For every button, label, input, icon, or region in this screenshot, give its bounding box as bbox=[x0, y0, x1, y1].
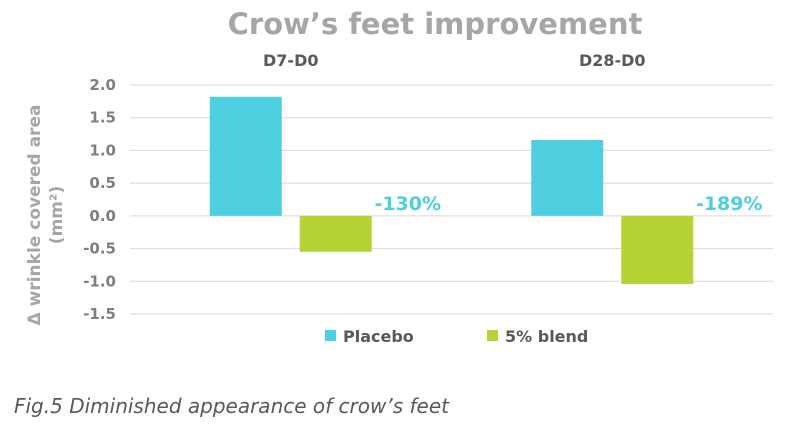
y-axis-label-line2: (mm²) bbox=[47, 186, 67, 244]
category-label: D28-D0 bbox=[579, 51, 646, 70]
bars bbox=[209, 96, 694, 284]
bar bbox=[621, 215, 694, 284]
figure-caption: Fig.5 Diminished appearance of crow’s fe… bbox=[14, 394, 449, 418]
category-label: D7-D0 bbox=[263, 51, 318, 70]
y-axis-label-line1: Δ wrinkle covered area bbox=[25, 105, 45, 326]
bar bbox=[209, 96, 282, 216]
legend-swatch bbox=[487, 330, 498, 341]
percent-label: -189% bbox=[696, 193, 763, 215]
y-tick-label: -1.0 bbox=[83, 272, 116, 290]
legend-label: 5% blend bbox=[505, 327, 588, 346]
bar bbox=[299, 215, 372, 252]
category-labels: D7-D0 D28-D0 bbox=[263, 51, 646, 70]
percent-labels: -130% -189% bbox=[374, 193, 762, 215]
legend-swatch bbox=[325, 330, 336, 341]
y-tick-label: 0.0 bbox=[89, 207, 116, 225]
y-tick-label: -1.5 bbox=[83, 305, 116, 323]
legend: Placebo 5% blend bbox=[325, 327, 588, 346]
y-tick-label: -0.5 bbox=[83, 240, 116, 258]
bar bbox=[531, 139, 604, 216]
y-tick-label: 1.5 bbox=[89, 109, 116, 127]
y-tick-label: 2.0 bbox=[89, 76, 116, 94]
chart-title: Crow’s feet improvement bbox=[228, 7, 643, 41]
legend-label: Placebo bbox=[343, 327, 414, 346]
y-tick-label: 0.5 bbox=[89, 174, 116, 192]
percent-label: -130% bbox=[374, 193, 441, 215]
y-tick-label: 1.0 bbox=[89, 141, 116, 159]
y-tick-labels: 2.0 1.5 1.0 0.5 0.0 -0.5 -1.0 -1.5 bbox=[83, 76, 116, 323]
